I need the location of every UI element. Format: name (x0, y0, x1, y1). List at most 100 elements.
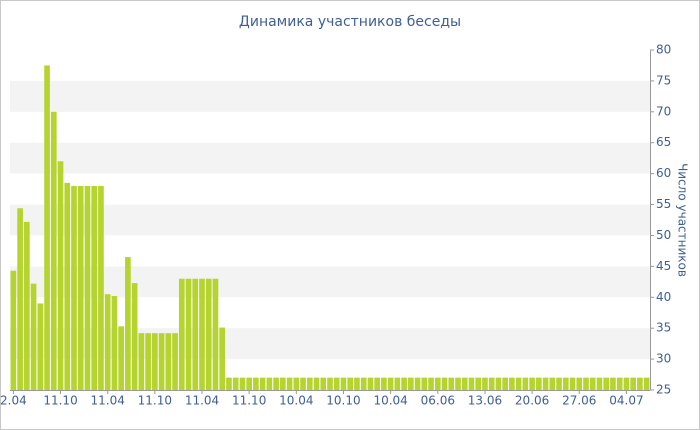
bar (320, 377, 327, 390)
bar (522, 377, 529, 390)
bar (495, 377, 502, 390)
bar (178, 278, 185, 390)
bar (549, 377, 556, 390)
bar (300, 377, 306, 390)
bar (199, 278, 205, 390)
bar (387, 377, 394, 390)
chart-title: Динамика участников беседы (239, 14, 461, 30)
bar (259, 377, 266, 390)
grid-band (10, 142, 650, 174)
bar (488, 377, 495, 390)
x-tick-label: 10.04 (279, 394, 313, 408)
bar (280, 377, 286, 390)
bar (125, 257, 131, 390)
y-tick-label: 60 (656, 166, 671, 180)
bar (226, 377, 232, 390)
y-tick-label: 50 (656, 228, 671, 242)
bar (192, 278, 199, 390)
x-tick-label: 27.06 (562, 394, 596, 408)
bar (468, 377, 475, 390)
bar (273, 377, 279, 390)
bar (475, 377, 482, 390)
bar (77, 186, 84, 390)
y-tick-label: 40 (656, 290, 671, 304)
bar (246, 377, 252, 390)
x-tick-label: 11.04 (185, 394, 219, 408)
x-tick-label: 10.10 (326, 394, 360, 408)
bar (327, 377, 333, 390)
bar (84, 186, 91, 390)
bar (455, 377, 461, 390)
bar (374, 377, 380, 390)
bar (293, 377, 300, 390)
bar (589, 377, 596, 390)
bar (57, 161, 64, 390)
bar (502, 377, 508, 390)
x-tick-label: 13.06 (468, 394, 502, 408)
bar (414, 377, 421, 390)
bar (562, 377, 569, 390)
bar (158, 333, 165, 390)
y-tick-label: 65 (656, 135, 671, 149)
bar (630, 377, 636, 390)
bar (421, 377, 428, 390)
bar (111, 296, 118, 390)
bar (583, 377, 589, 390)
bar (401, 377, 407, 390)
bar (205, 278, 212, 390)
bar (461, 377, 468, 390)
bar (441, 377, 448, 390)
bar (98, 186, 104, 390)
bar (131, 283, 138, 390)
bar (50, 111, 57, 391)
y-tick-label: 55 (656, 197, 671, 211)
x-tick-label: 04.07 (609, 394, 643, 408)
bar (17, 208, 23, 390)
bar (576, 377, 583, 390)
bar (138, 333, 145, 390)
bar (333, 377, 340, 390)
bar (37, 303, 44, 390)
bar (165, 333, 172, 390)
bar (152, 333, 158, 390)
grid-band (10, 204, 650, 236)
bar (610, 377, 616, 390)
bar (104, 294, 111, 390)
bar (253, 377, 259, 390)
bar (118, 326, 124, 390)
bar (306, 377, 313, 390)
bar (536, 377, 542, 390)
bar (394, 377, 401, 390)
bar (24, 221, 30, 390)
bar (212, 278, 219, 390)
bar (367, 377, 374, 390)
bar (30, 283, 37, 390)
grid-band (10, 80, 650, 112)
x-tick-label: 11.10 (138, 394, 172, 408)
bar (44, 65, 50, 391)
bar (266, 377, 273, 390)
x-tick-label: 11.10 (43, 394, 77, 408)
bar (185, 278, 192, 390)
bar (434, 377, 441, 390)
bar (509, 377, 515, 390)
bar (381, 377, 387, 390)
x-tick-label: 11.10 (232, 394, 266, 408)
y-tick-label: 80 (656, 43, 671, 57)
x-tick-label: 11.04 (91, 394, 125, 408)
bar (145, 333, 151, 390)
bar (347, 377, 354, 390)
bar (239, 377, 246, 390)
bar (596, 377, 603, 390)
bar (623, 377, 630, 390)
bar (515, 377, 522, 390)
y-tick-label: 75 (656, 73, 671, 87)
x-tick-label: 20.06 (515, 394, 549, 408)
bar (556, 377, 562, 390)
bar (360, 377, 367, 390)
y-tick-label: 70 (656, 104, 671, 118)
bar (286, 377, 293, 390)
bar (219, 327, 226, 390)
bar (482, 377, 488, 390)
x-tick-label: 10.04 (373, 394, 407, 408)
